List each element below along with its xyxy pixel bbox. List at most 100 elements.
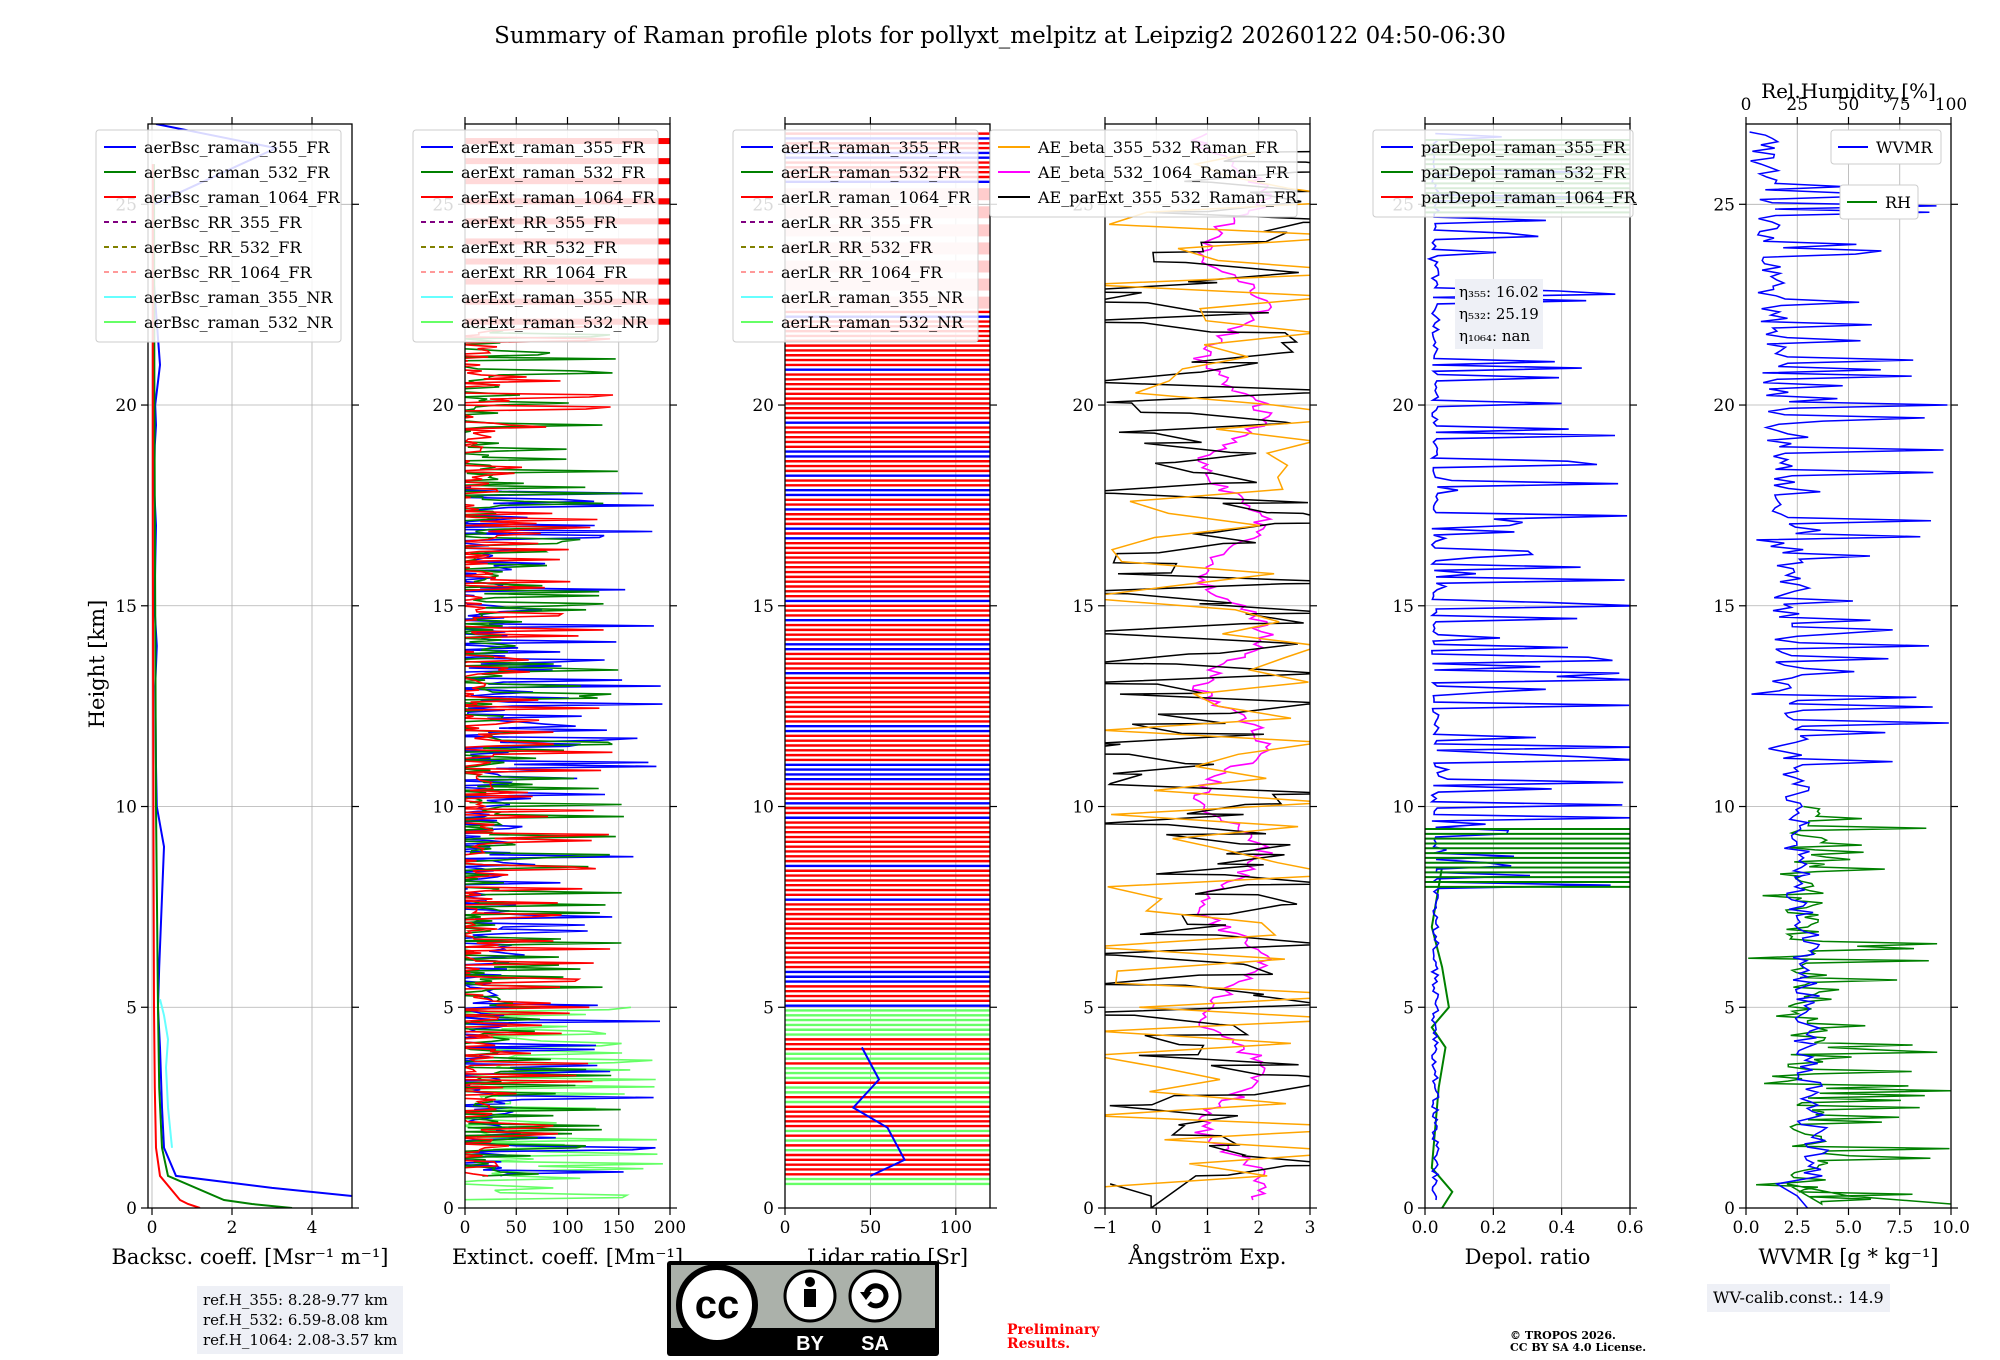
x-tick-label: 50 [860,1218,882,1238]
y-tick-label: 25 [1713,195,1735,215]
y-tick-label: 0 [1083,1199,1094,1219]
y-tick-label: 20 [1072,396,1094,416]
panels: 0240510152025Backsc. coeff. [Msr⁻¹ m⁻¹]a… [95,79,1970,1269]
panel-6: 0.0 2.5 5.0 7.5 10.0 0 5 10 15 20 25 0 25 50 75 100Rel.… [1713,79,1970,1269]
y-tick-label: 10 [752,798,774,818]
legend-label: aerLR_raman_355_NR [781,288,964,307]
legend-label: aerBsc_raman_1064_FR [144,188,341,207]
x-tick-label: 2 [1253,1218,1264,1238]
series-WVMR [1749,131,1949,1208]
series-AE_parExt_355_532_Raman_FR [1105,150,1310,1208]
legend-label: parDepol_raman_1064_FR [1421,188,1637,207]
x-tick-label: 0 [1151,1218,1162,1238]
x-tick-label: 4 [307,1218,318,1238]
legend-1: aerBsc_raman_355_FR aerBsc_raman_532_FRae… [95,129,342,343]
eta-355: η₃₅₅: 16.02 [1459,283,1539,301]
panel-1: 0240510152025Backsc. coeff. [Msr⁻¹ m⁻¹]a… [95,117,388,1269]
x-tick-label: 0.6 [1616,1218,1643,1238]
x-tick-label: 0 [780,1218,791,1238]
y-tick-label: 0 [1724,1199,1735,1219]
x-axis-label: WVMR [g * kg⁻¹] [1758,1245,1938,1269]
panel-5: 0.00.20.40.60510152025Depol. ratioparDep… [1372,117,1644,1269]
x-tick-label: 10.0 [1932,1218,1970,1238]
panel-3: 0501000510152025Lidar ratio [Sr]aerLR_ra… [732,117,997,1269]
x-axis-label: Extinct. coeff. [Mm⁻¹] [452,1245,683,1269]
legend-label: aerLR_RR_355_FR [781,213,933,232]
rh-tick-label: 25 [1786,95,1808,115]
legend-label: aerExt_raman_532_FR [461,163,646,182]
x-tick-label: 200 [654,1218,686,1238]
x-tick-label: 1 [1202,1218,1213,1238]
copyright-line2: CC BY SA 4.0 License. [1510,1341,1646,1354]
series-aerExt_raman_532_NR [465,1006,663,1201]
legend-label: AE_parExt_355_532_Raman_FR [1037,188,1298,207]
y-tick-label: 10 [1392,798,1414,818]
cc-logo-text: cc [695,1283,740,1327]
x-tick-label: 100 [551,1218,583,1238]
ref-h-355: ref.H_355: 8.28-9.77 km [203,1291,388,1309]
legend-label: aerExt_RR_1064_FR [461,263,628,282]
x-tick-label: 0 [460,1218,471,1238]
legend-label: aerExt_raman_1064_FR [461,188,656,207]
legend-label: aerExt_raman_355_FR [461,138,646,157]
legend-label: AE_beta_532_1064_Raman_FR [1037,163,1289,182]
x-tick-label: 0.2 [1480,1218,1507,1238]
reference-height-box: ref.H_355: 8.28-9.77 km ref.H_532: 6.59-… [197,1286,404,1354]
y-tick-label: 0 [443,1199,454,1219]
legend-label: aerBsc_raman_355_FR [144,138,330,157]
wv-calib-box: WV-calib.const.: 14.9 [1707,1284,1890,1312]
axes-frame [1104,123,1311,1209]
x-tick-label: 3 [1305,1218,1316,1238]
legend-label: RH [1885,193,1911,212]
series-AE_beta_355_532_Raman_FR [1105,151,1310,1188]
series-aerBsc_raman_532_FR [153,164,293,1208]
legend-label: aerLR_RR_1064_FR [781,263,943,282]
panel-2: 0501001502000510152025Extinct. coeff. [M… [412,117,686,1269]
legend-label: aerBsc_RR_355_FR [144,213,302,232]
legend-label: aerBsc_RR_532_FR [144,238,302,257]
rh-axis-label: Rel.Humidity [%] [1761,79,1936,103]
legend-label: aerBsc_raman_355_NR [144,288,333,307]
preliminary-line2: Results. [1007,1336,1070,1352]
y-tick-label: 20 [432,396,454,416]
axes-frame [1745,123,1952,1209]
y-tick-label: 10 [115,798,137,818]
y-tick-label: 20 [752,396,774,416]
y-tick-label: 5 [443,998,454,1018]
y-tick-label: 15 [1392,597,1414,617]
legend-label: AE_beta_355_532_Raman_FR [1037,138,1279,157]
eta-1064: η₁₀₆₄: nan [1459,327,1531,345]
cc-by-sa-badge[interactable]: cc BY SA [667,1261,939,1356]
legend-6: WVMR RH [1830,129,1942,220]
preliminary-line1: Preliminary [1007,1322,1100,1338]
x-tick-label: 0.0 [1732,1218,1759,1238]
sa-share-icon [848,1269,902,1323]
axes-frame [147,123,353,1209]
legend-label: aerLR_raman_532_FR [781,163,961,182]
y-tick-label: 0 [126,1199,137,1219]
legend-label: aerBsc_raman_532_NR [144,313,333,332]
eta-box: η₃₅₅: 16.02 η₅₃₂: 25.19 η₁₀₆₄: nan [1455,279,1543,349]
y-tick-label: 15 [1713,597,1735,617]
cc-logo-icon [676,1264,758,1346]
legend-label: aerExt_RR_532_FR [461,238,618,257]
y-tick-label: 5 [763,998,774,1018]
legend-3: aerLR_raman_355_FR aerLR_raman_532_FR aerL… [732,129,979,343]
plot-area-4 [1105,124,1310,1208]
eta-532: η₅₃₂: 25.19 [1459,305,1539,323]
rh-tick-label: 75 [1889,95,1911,115]
figure-title: Summary of Raman profile plots for polly… [494,23,1506,49]
x-tick-label: 0.4 [1548,1218,1575,1238]
axes-frame [464,123,671,1209]
copyright-line1: © TROPOS 2026. [1510,1329,1616,1342]
series-parDepol_raman_532_FR [1430,866,1454,1208]
sa-label: SA [861,1333,889,1355]
y-tick-label: 20 [115,396,137,416]
legend-label: aerLR_raman_1064_FR [781,188,971,207]
rh-tick-label: 50 [1838,95,1860,115]
y-tick-label: 15 [752,597,774,617]
y-tick-label: 20 [1392,396,1414,416]
legend-label: aerBsc_raman_532_FR [144,163,330,182]
y-tick-label: 10 [1072,798,1094,818]
